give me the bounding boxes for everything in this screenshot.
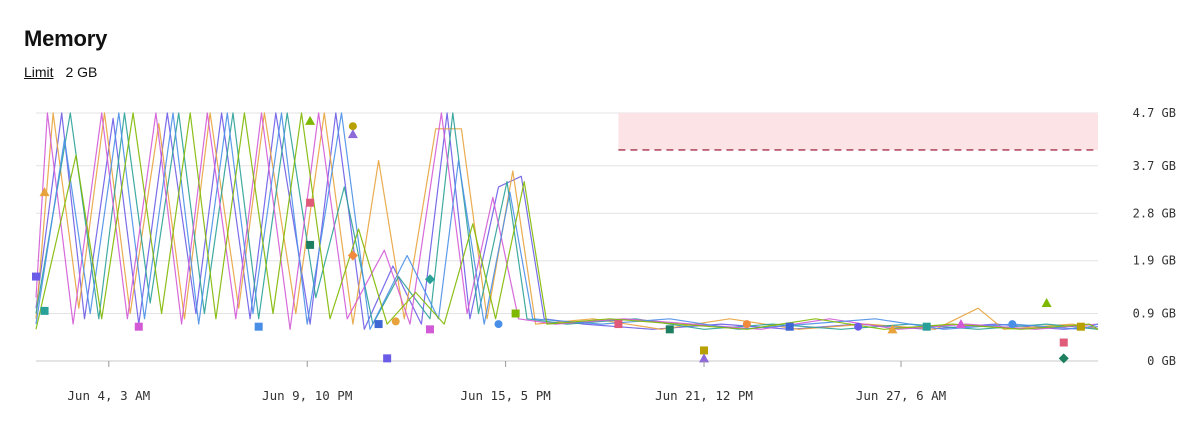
point-marker xyxy=(254,322,263,331)
x-tick-label: Jun 9, 10 PM xyxy=(262,388,352,403)
point-marker xyxy=(854,322,863,331)
series-line-4 xyxy=(35,112,1099,330)
axis-layer: 0 GB 0.9 GB 1.9 GB 2.8 GB 3.7 GB 4.7 GB Jun 4,… xyxy=(67,106,1176,403)
x-tick-label: Jun 15, 5 PM xyxy=(460,388,550,403)
point-marker xyxy=(391,317,400,326)
point-marker xyxy=(306,198,315,207)
point-marker xyxy=(32,272,40,281)
series-layer xyxy=(35,112,1099,330)
point-marker xyxy=(134,322,143,331)
point-marker xyxy=(742,320,751,329)
y-tick-label: 3.7 GB xyxy=(1133,159,1176,173)
point-marker xyxy=(305,115,316,125)
point-marker xyxy=(1059,338,1068,347)
point-marker xyxy=(424,274,435,285)
point-marker xyxy=(955,319,966,329)
limit-row: Limit 2 GB xyxy=(24,64,97,80)
y-tick-label: 4.7 GB xyxy=(1133,106,1176,120)
y-tick-label: 2.8 GB xyxy=(1133,206,1176,220)
point-marker xyxy=(1076,322,1085,331)
point-marker xyxy=(347,129,358,139)
point-marker xyxy=(785,322,794,331)
point-marker xyxy=(665,325,674,334)
limit-band xyxy=(618,113,1098,150)
point-marker xyxy=(40,306,49,315)
point-marker xyxy=(1041,297,1052,307)
point-marker xyxy=(39,187,50,197)
point-marker xyxy=(887,324,898,334)
series-line-5 xyxy=(35,112,1099,330)
point-marker xyxy=(425,325,434,334)
point-marker xyxy=(383,354,392,363)
point-marker xyxy=(374,320,383,329)
limit-link[interactable]: Limit xyxy=(24,64,54,80)
limit-value: 2 GB xyxy=(65,64,98,80)
point-marker xyxy=(1008,320,1017,329)
series-line-6 xyxy=(35,112,1099,330)
point-marker xyxy=(922,322,931,331)
x-tick-label: Jun 21, 12 PM xyxy=(655,388,753,403)
point-marker xyxy=(494,320,503,329)
point-marker xyxy=(348,122,357,131)
x-tick-label: Jun 4, 3 AM xyxy=(67,388,150,403)
point-marker xyxy=(306,240,315,249)
band-layer xyxy=(618,113,1098,151)
point-marker xyxy=(699,353,710,363)
point-marker xyxy=(700,346,709,355)
y-tick-label: 1.9 GB xyxy=(1133,254,1176,268)
y-tick-label: 0 GB xyxy=(1147,354,1176,368)
point-marker xyxy=(511,309,520,318)
point-marker xyxy=(347,250,358,261)
marker-layer xyxy=(32,115,1085,364)
point-marker xyxy=(614,320,623,329)
page-title: Memory xyxy=(24,26,108,51)
y-tick-label: 0.9 GB xyxy=(1133,307,1176,321)
point-marker xyxy=(1058,353,1069,364)
series-line-2 xyxy=(35,112,1099,330)
x-tick-label: Jun 27, 6 AM xyxy=(856,388,946,403)
